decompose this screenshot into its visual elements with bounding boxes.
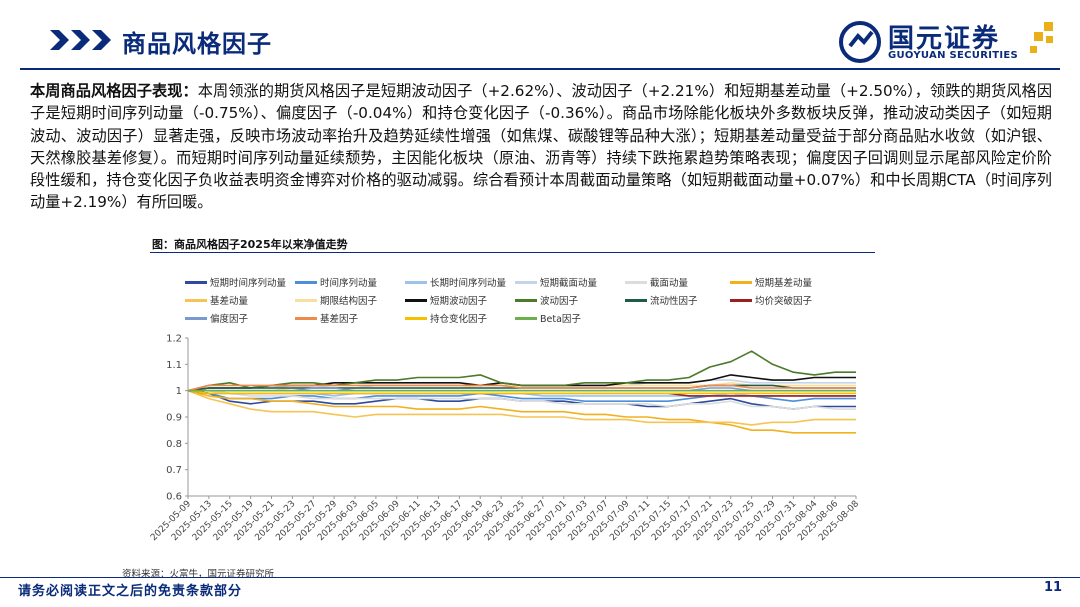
series-line	[187, 350, 856, 392]
legend-label: Beta因子	[540, 314, 581, 325]
legend-swatch	[185, 298, 207, 302]
logo-mark-icon	[839, 21, 881, 63]
legend-swatch	[295, 316, 317, 320]
y-tick-label: 0.7	[166, 465, 182, 476]
legend-swatch	[405, 280, 427, 284]
y-tick-label: 1	[176, 386, 182, 397]
figure-title-divider	[150, 252, 875, 253]
chevron-right-icon	[50, 30, 111, 50]
legend-label: 均价突破因子	[755, 296, 813, 307]
disclaimer-note: 请务必阅读正文之后的免责条款部分	[18, 584, 243, 599]
legend-swatch	[185, 316, 207, 320]
legend-item: Beta因子	[515, 311, 581, 325]
legend-swatch	[295, 280, 317, 284]
legend-label: 期限结构因子	[320, 296, 378, 307]
logo-english-name: GUOYUAN SECURITIES	[888, 50, 1019, 61]
legend-swatch	[515, 280, 537, 284]
legend-item: 偏度因子	[185, 311, 248, 325]
legend-label: 短期基差动量	[755, 278, 813, 289]
legend-item: 波动因子	[515, 293, 578, 307]
series-line	[188, 389, 856, 410]
legend-label: 偏度因子	[210, 314, 249, 325]
legend-label: 时间序列动量	[320, 278, 378, 289]
legend-label: 短期波动因子	[430, 296, 488, 307]
legend-item: 短期基差动量	[730, 275, 812, 289]
legend-item: 时间序列动量	[295, 275, 377, 289]
legend-swatch	[185, 280, 207, 284]
legend-item: 短期时间序列动量	[185, 275, 286, 289]
legend-item: 流动性因子	[625, 293, 698, 307]
summary-lead: 本周商品风格因子表现：	[30, 82, 198, 100]
figure-source: 资料来源：火富牛，国元证券研究所	[122, 569, 275, 580]
series-line	[187, 389, 856, 434]
y-tick-label: 0.6	[166, 492, 182, 503]
y-tick-label: 0.9	[166, 413, 182, 424]
legend-item: 短期截面动量	[515, 275, 597, 289]
legend-swatch	[405, 316, 427, 320]
legend-label: 短期截面动量	[540, 278, 598, 289]
y-tick-label: 0.8	[166, 439, 182, 450]
legend-swatch	[730, 280, 752, 284]
legend-label: 持仓变化因子	[430, 314, 488, 325]
legend-item: 长期时间序列动量	[405, 275, 506, 289]
legend-item: 持仓变化因子	[405, 311, 487, 325]
chart-legend: 短期时间序列动量 时间序列动量 长期时间序列动量 短期截面动量 截面动量 短期基差动量基差…	[185, 275, 865, 325]
page-number: 11	[1044, 580, 1063, 595]
y-tick-label: 1.1	[166, 360, 182, 371]
legend-item: 截面动量	[625, 275, 688, 289]
legend-item: 基差动量	[185, 293, 248, 307]
legend-label: 短期时间序列动量	[210, 278, 287, 289]
legend-swatch	[625, 280, 647, 284]
figure-title: 图：商品风格因子2025年以来净值走势	[152, 238, 348, 251]
legend-label: 长期时间序列动量	[430, 278, 507, 289]
legend-swatch	[730, 298, 752, 302]
page-title: 商品风格因子	[122, 30, 272, 58]
header-divider	[20, 68, 1060, 70]
legend-label: 截面动量	[650, 278, 689, 289]
legend-label: 基差动量	[210, 296, 249, 307]
legend-swatch	[625, 298, 647, 302]
series-line	[187, 389, 856, 395]
legend-item: 均价突破因子	[730, 293, 812, 307]
y-tick-label: 1.2	[166, 334, 182, 345]
footer-divider	[0, 577, 1080, 578]
summary-paragraph: 本周商品风格因子表现：本周领涨的期货风格因子是短期波动因子（+2.62%）、波动…	[30, 80, 1052, 214]
logo-chinese-name: 国元证券	[888, 24, 1001, 54]
factor-nav-line-chart: 0.60.70.80.911.11.22025-05-092025-05-132…	[150, 334, 861, 544]
legend-swatch	[295, 298, 317, 302]
legend-swatch	[515, 316, 537, 320]
series-line	[187, 389, 856, 426]
legend-swatch	[405, 298, 427, 302]
series-line	[187, 384, 856, 392]
summary-text: 本周领涨的期货风格因子是短期波动因子（+2.62%）、波动因子（+2.21%）和…	[30, 82, 1053, 212]
legend-label: 波动因子	[540, 296, 579, 307]
logo-squares-icon	[1030, 22, 1053, 53]
company-logo: 国元证券 GUOYUAN SECURITIES	[838, 18, 1060, 66]
legend-swatch	[515, 298, 537, 302]
legend-item: 期限结构因子	[295, 293, 377, 307]
legend-item: 短期波动因子	[405, 293, 487, 307]
legend-label: 基差因子	[320, 314, 359, 325]
legend-label: 流动性因子	[650, 296, 698, 307]
page-header: 商品风格因子 国元证券 GUOYUAN SECURITIES	[0, 0, 1080, 74]
legend-item: 基差因子	[295, 311, 358, 325]
